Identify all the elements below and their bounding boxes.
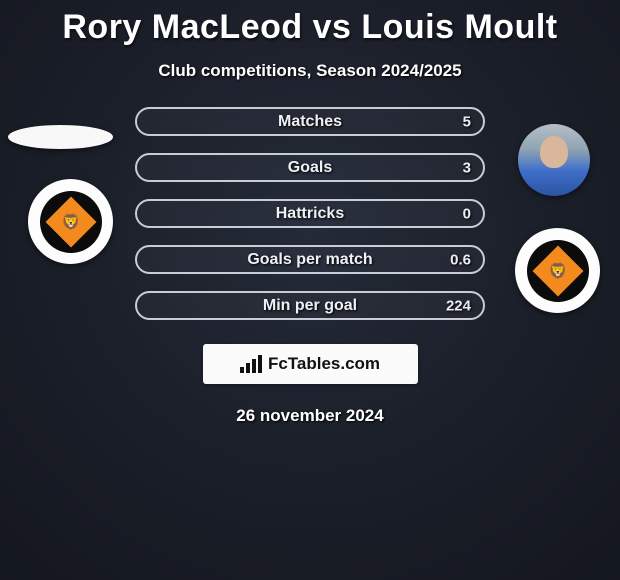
subtitle: Club competitions, Season 2024/2025 <box>0 61 620 81</box>
stats-container: Matches 5 Goals 3 Hattricks 0 Goals per … <box>135 107 485 320</box>
stat-value-right: 5 <box>463 113 471 130</box>
stat-value-right: 0 <box>463 205 471 222</box>
player1-name: Rory MacLeod <box>62 8 302 46</box>
stat-label: Matches <box>278 113 342 131</box>
stat-label: Goals per match <box>247 251 372 269</box>
bar-chart-icon <box>240 355 262 373</box>
stat-value-right: 3 <box>463 159 471 176</box>
stat-label: Goals <box>288 159 332 177</box>
title-vs: vs <box>313 8 352 46</box>
stat-label: Hattricks <box>276 205 344 223</box>
stat-label: Min per goal <box>263 297 357 315</box>
stat-row-hattricks: Hattricks 0 <box>135 199 485 228</box>
player2-name: Louis Moult <box>361 8 557 46</box>
player2-avatar <box>518 124 590 196</box>
player1-club-badge: 🦁 <box>28 179 113 264</box>
stat-row-goals: Goals 3 <box>135 153 485 182</box>
watermark[interactable]: FcTables.com <box>203 344 418 384</box>
page-title: Rory MacLeod vs Louis Moult <box>0 0 620 47</box>
stat-row-min-per-goal: Min per goal 224 <box>135 291 485 320</box>
player1-avatar <box>8 125 113 149</box>
watermark-text: FcTables.com <box>268 354 380 374</box>
stat-row-goals-per-match: Goals per match 0.6 <box>135 245 485 274</box>
player2-club-badge: 🦁 <box>515 228 600 313</box>
date-label: 26 november 2024 <box>0 406 620 426</box>
stat-value-right: 0.6 <box>450 251 471 268</box>
stat-row-matches: Matches 5 <box>135 107 485 136</box>
stat-value-right: 224 <box>446 297 471 314</box>
